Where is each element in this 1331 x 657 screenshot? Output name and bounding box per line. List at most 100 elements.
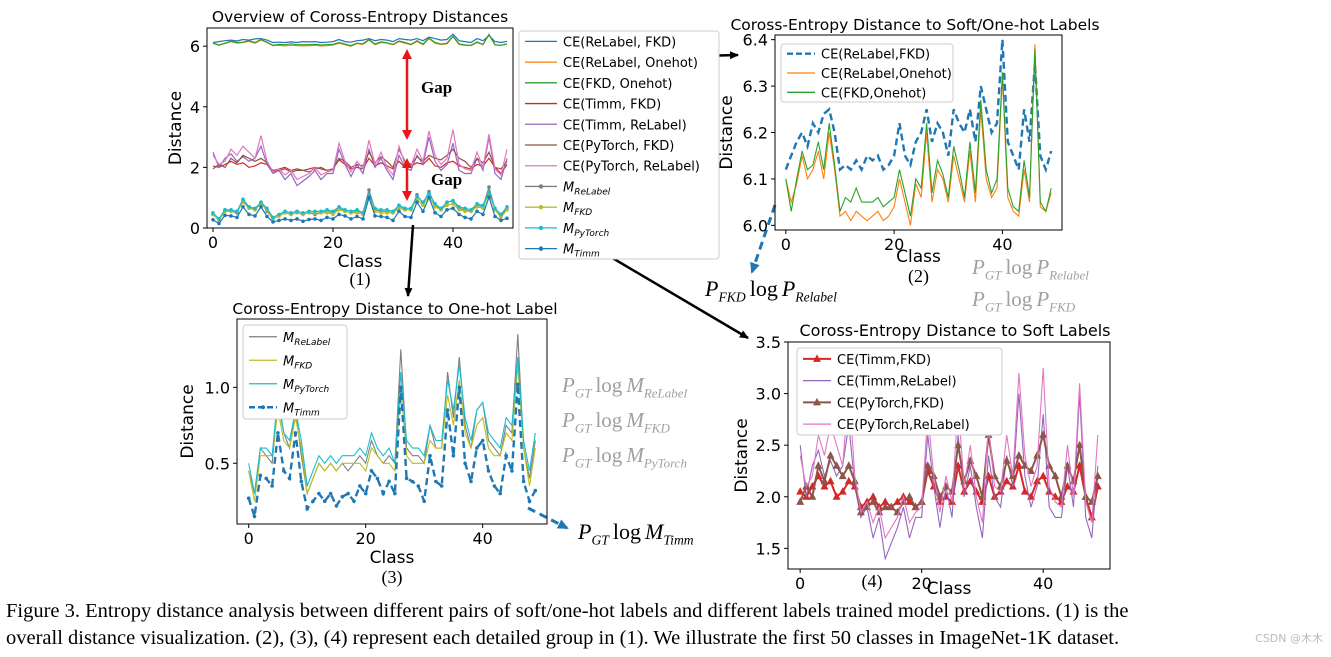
series-point-p3-3-21 — [369, 469, 374, 473]
legend-label-p2-2: CE(FKD,Onehot) — [821, 86, 926, 101]
series-point-p3-3-9 — [299, 479, 304, 484]
axes-frame-p3 — [236, 318, 548, 525]
formula-gray-p2-0-a-sub: GT — [985, 267, 1002, 282]
arrow-blue-to-fkd-relabel — [750, 204, 777, 274]
series-point-p4-2-41 — [1045, 461, 1054, 469]
series-point-p1-10-46 — [487, 195, 491, 199]
series-point-p3-3-36 — [457, 385, 462, 390]
formula-gray-p3-0-a-sub: GT — [575, 385, 592, 400]
series-point-p1-10-9 — [265, 214, 269, 219]
overview-legend-model-sub-1: FKD — [574, 208, 592, 218]
series-point-p1-10-21 — [337, 212, 341, 217]
series-point-p1-9-8 — [259, 200, 263, 204]
series-point-p1-9-3 — [229, 208, 233, 212]
series-point-p4-0-8 — [844, 476, 853, 485]
series-point-p3-3-41 — [486, 469, 491, 473]
series-point-p4-0-5 — [826, 476, 835, 485]
series-point-p1-10-44 — [475, 209, 479, 214]
series-point-p1-9-43 — [469, 208, 473, 212]
series-point-p3-3-44 — [504, 453, 508, 458]
series-point-p3-3-23 — [381, 491, 386, 496]
x-tick-label-p1-2: 40 — [443, 233, 463, 252]
overview-legend-model-marker-3 — [538, 246, 544, 251]
series-point-p1-10-4 — [235, 215, 239, 220]
series-point-p1-10-10 — [271, 220, 275, 224]
series-line-p1-0 — [212, 33, 508, 44]
series-point-p1-9-32 — [403, 206, 407, 211]
series-point-p1-9-13 — [289, 211, 293, 215]
legend-label-p4-2: CE(PyTorch,FKD) — [837, 396, 944, 411]
legend-p2: CE(ReLabel,FKD) CE(ReLabel,Onehot) CE(FKD,… — [780, 43, 954, 103]
series-point-p1-10-43 — [469, 217, 473, 221]
series-point-p1-10-17 — [313, 217, 317, 221]
legend-label-p3-3: MTimm — [283, 401, 320, 418]
formula-gray-p2-0-b: P — [1035, 255, 1049, 279]
series-point-p1-10-13 — [289, 218, 293, 223]
series-point-p1-10-49 — [505, 216, 509, 221]
formula-gray-p3-0-a: P — [561, 373, 575, 397]
series-point-p3-3-47 — [521, 479, 526, 484]
series-point-p1-10-27 — [373, 214, 377, 218]
series-point-p3-3-6 — [282, 469, 286, 473]
caption-line-1: Figure 3. Entropy distance analysis betw… — [6, 600, 1129, 622]
series-point-p4-0-7 — [838, 487, 847, 495]
series-point-p1-9-45 — [481, 203, 485, 208]
series-line-p2-2 — [785, 48, 1052, 217]
series-line-p1-9 — [212, 189, 508, 220]
x-tick-label-p3-0: 0 — [244, 529, 254, 548]
series-point-p3-3-34 — [445, 408, 450, 412]
series-point-p3-3-27 — [404, 476, 409, 481]
x-tick-label-p1-1: 20 — [323, 233, 343, 252]
series-point-p1-10-16 — [307, 217, 311, 222]
formula-gray-p2-0-b-sub: Relabel — [1048, 267, 1089, 282]
series-point-p3-3-22 — [375, 476, 380, 481]
formula-gray-p2-1-b: P — [1035, 287, 1049, 311]
series-point-p3-3-49 — [533, 488, 538, 493]
overview-legend-box — [518, 30, 720, 260]
formula-gray-p3-2-b: M — [625, 443, 645, 467]
x-tick-label-p4-2: 40 — [1033, 574, 1053, 593]
series-point-p4-2-26 — [954, 440, 963, 449]
series-point-p3-3-28 — [410, 479, 415, 484]
series-point-p1-9-21 — [337, 205, 341, 209]
series-point-p4-2-39 — [1033, 451, 1042, 459]
series-point-p1-9-18 — [319, 209, 323, 214]
series-point-p3-3-18 — [352, 499, 356, 504]
series-point-p4-0-0 — [796, 487, 805, 495]
series-point-p4-0-36 — [1014, 461, 1023, 469]
legend-marker-p4-2 — [813, 397, 821, 406]
series-point-p1-9-19 — [325, 208, 329, 212]
overview-legend-label-3: CE(Timm, FKD) — [563, 98, 661, 113]
overview-legend-model-main-3: M — [563, 243, 574, 258]
y-tick-label-p2-3: 6.3 — [743, 77, 768, 96]
series-point-p3-3-31 — [428, 453, 432, 458]
series-point-p4-2-34 — [1002, 456, 1011, 464]
y-tick-label-p4-0: 1.5 — [756, 539, 781, 558]
series-point-p4-0-30 — [978, 497, 987, 505]
overview-legend-model-label-2: MPyTorch — [563, 222, 610, 239]
series-point-p3-3-17 — [346, 491, 350, 496]
series-point-p1-9-39 — [445, 200, 449, 204]
series-point-p4-2-43 — [1057, 492, 1066, 500]
y-tick-label-p4-1: 2.0 — [756, 488, 781, 507]
series-point-p4-0-34 — [1002, 476, 1011, 485]
x-tick-label-p2-2: 40 — [992, 235, 1012, 254]
overview-legend-label-5: CE(PyTorch, FKD) — [563, 139, 674, 154]
series-point-p1-8-31 — [397, 206, 401, 211]
series-point-p1-9-47 — [493, 206, 497, 211]
overview-legend-label-6: CE(PyTorch, ReLabel) — [563, 160, 700, 175]
y-tick-label-p4-3: 3.0 — [756, 385, 781, 404]
series-point-p1-10-14 — [295, 217, 299, 221]
series-point-p1-9-23 — [349, 209, 353, 214]
series-point-p1-8-48 — [499, 215, 503, 220]
formula-gray-p3-2-a-sub: GT — [575, 455, 592, 470]
formula-gray-p3-2-b-sub: PyTorch — [643, 455, 687, 470]
formula-gray-p3-2: PGT log MPyTorch — [561, 443, 687, 470]
formula-gray-p3-2-a: P — [561, 443, 575, 467]
series-point-p1-10-31 — [397, 209, 401, 214]
series-point-p4-2-15 — [887, 502, 896, 511]
series-point-p4-2-12 — [869, 497, 878, 505]
series-point-p1-9-16 — [307, 209, 311, 214]
